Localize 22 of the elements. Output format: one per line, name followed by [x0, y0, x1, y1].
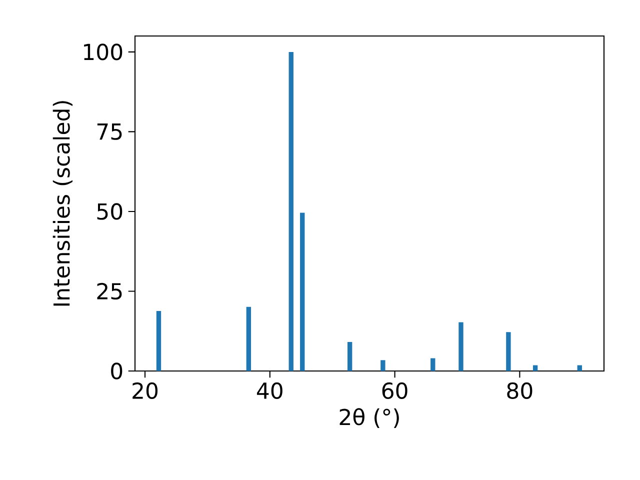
y-tick-label: 100	[84, 44, 122, 60]
bar	[577, 365, 582, 371]
y-tick-label: 25	[97, 282, 122, 300]
bar	[300, 212, 305, 371]
y-axis-title: Intensities (scaled)	[52, 101, 72, 306]
bar	[458, 322, 464, 371]
bar	[156, 311, 162, 371]
y-tick-label: 50	[97, 203, 122, 220]
bar	[347, 342, 352, 371]
x-tick-label: 40	[256, 382, 282, 400]
x-tick-label: 80	[507, 382, 532, 400]
x-axis-title: 2θ (°)	[340, 408, 399, 428]
y-tick-label: 0	[111, 362, 122, 380]
bar	[506, 332, 511, 371]
y-tick-label: 75	[97, 124, 122, 140]
bar	[246, 306, 251, 371]
bar	[288, 52, 294, 371]
bar	[430, 358, 436, 371]
bar	[532, 365, 538, 371]
x-tick-label: 60	[382, 382, 408, 400]
bar	[380, 360, 386, 371]
x-tick-label: 20	[132, 382, 158, 400]
